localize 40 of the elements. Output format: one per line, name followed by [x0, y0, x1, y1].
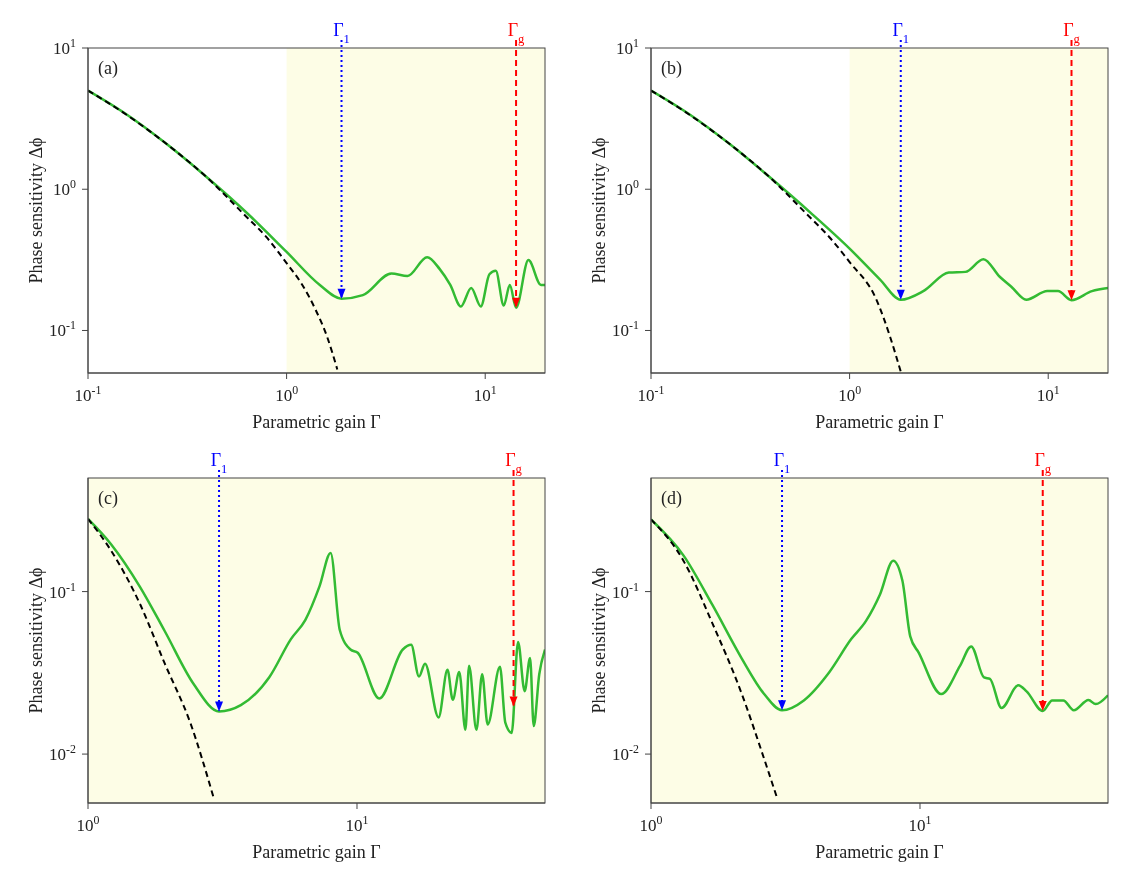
y-tick-label: 10$^{-1}$ — [49, 579, 77, 602]
ref-line-label: Γ$_{1}$ — [333, 20, 350, 46]
annotation: (b) — [661, 58, 682, 79]
x-tick-label: 10$^{1}$ — [345, 813, 369, 835]
y-tick-label: 10$^{-2}$ — [49, 742, 77, 765]
x-tick-label: 10$^{0}$ — [838, 383, 862, 405]
ref-line-label: Γ$_{1}$ — [773, 450, 791, 476]
x-axis-title: Parametric gain Γ — [252, 412, 381, 432]
annotation: (d) — [661, 488, 682, 509]
x-tick-label: 10$^{1}$ — [908, 813, 932, 835]
ref-line-label: Γ$_{1}$ — [210, 450, 228, 476]
x-tick-label: 10$^{0}$ — [639, 813, 663, 835]
x-axis-title: Parametric gain Γ — [815, 412, 944, 432]
x-tick-label: 10$^{-1}$ — [637, 383, 665, 405]
y-tick-label: 10$^{-1}$ — [612, 318, 640, 341]
y-tick-label: 10$^{-2}$ — [612, 742, 640, 765]
ref-line-label: Γ$_{g}$ — [1063, 20, 1081, 46]
ref-line-label: Γ$_{1}$ — [892, 20, 910, 46]
y-axis-title: Phase sensitivity Δϕ — [589, 137, 610, 284]
ref-line-label: Γ$_{g}$ — [505, 450, 523, 476]
annotation: (c) — [98, 488, 118, 509]
x-tick-label: 10$^{0}$ — [76, 813, 100, 835]
y-tick-label: 10$^{-1}$ — [49, 318, 77, 341]
x-axis-title: Parametric gain Γ — [252, 842, 381, 862]
x-tick-label: 10$^{0}$ — [275, 383, 299, 405]
y-tick-label: 10$^{1}$ — [53, 36, 77, 58]
y-tick-label: 10$^{1}$ — [616, 36, 640, 58]
x-axis-title: Parametric gain Γ — [815, 842, 944, 862]
ref-line-label: Γ$_{g}$ — [1034, 450, 1052, 476]
annotation: (a) — [98, 58, 118, 79]
y-axis-title: Phase sensitivity Δϕ — [26, 137, 47, 284]
x-tick-label: 10$^{-1}$ — [74, 383, 102, 405]
x-tick-label: 10$^{1}$ — [1036, 383, 1060, 405]
y-axis-title: Phase sensitivity Δϕ — [26, 567, 47, 714]
y-tick-label: 10$^{-1}$ — [612, 579, 640, 602]
ref-line-label: Γ$_{g}$ — [507, 20, 526, 46]
y-axis-title: Phase sensitivity Δϕ — [589, 567, 610, 714]
y-tick-label: 10$^{0}$ — [53, 177, 77, 200]
x-tick-label: 10$^{1}$ — [473, 383, 497, 405]
y-tick-label: 10$^{0}$ — [616, 177, 640, 200]
